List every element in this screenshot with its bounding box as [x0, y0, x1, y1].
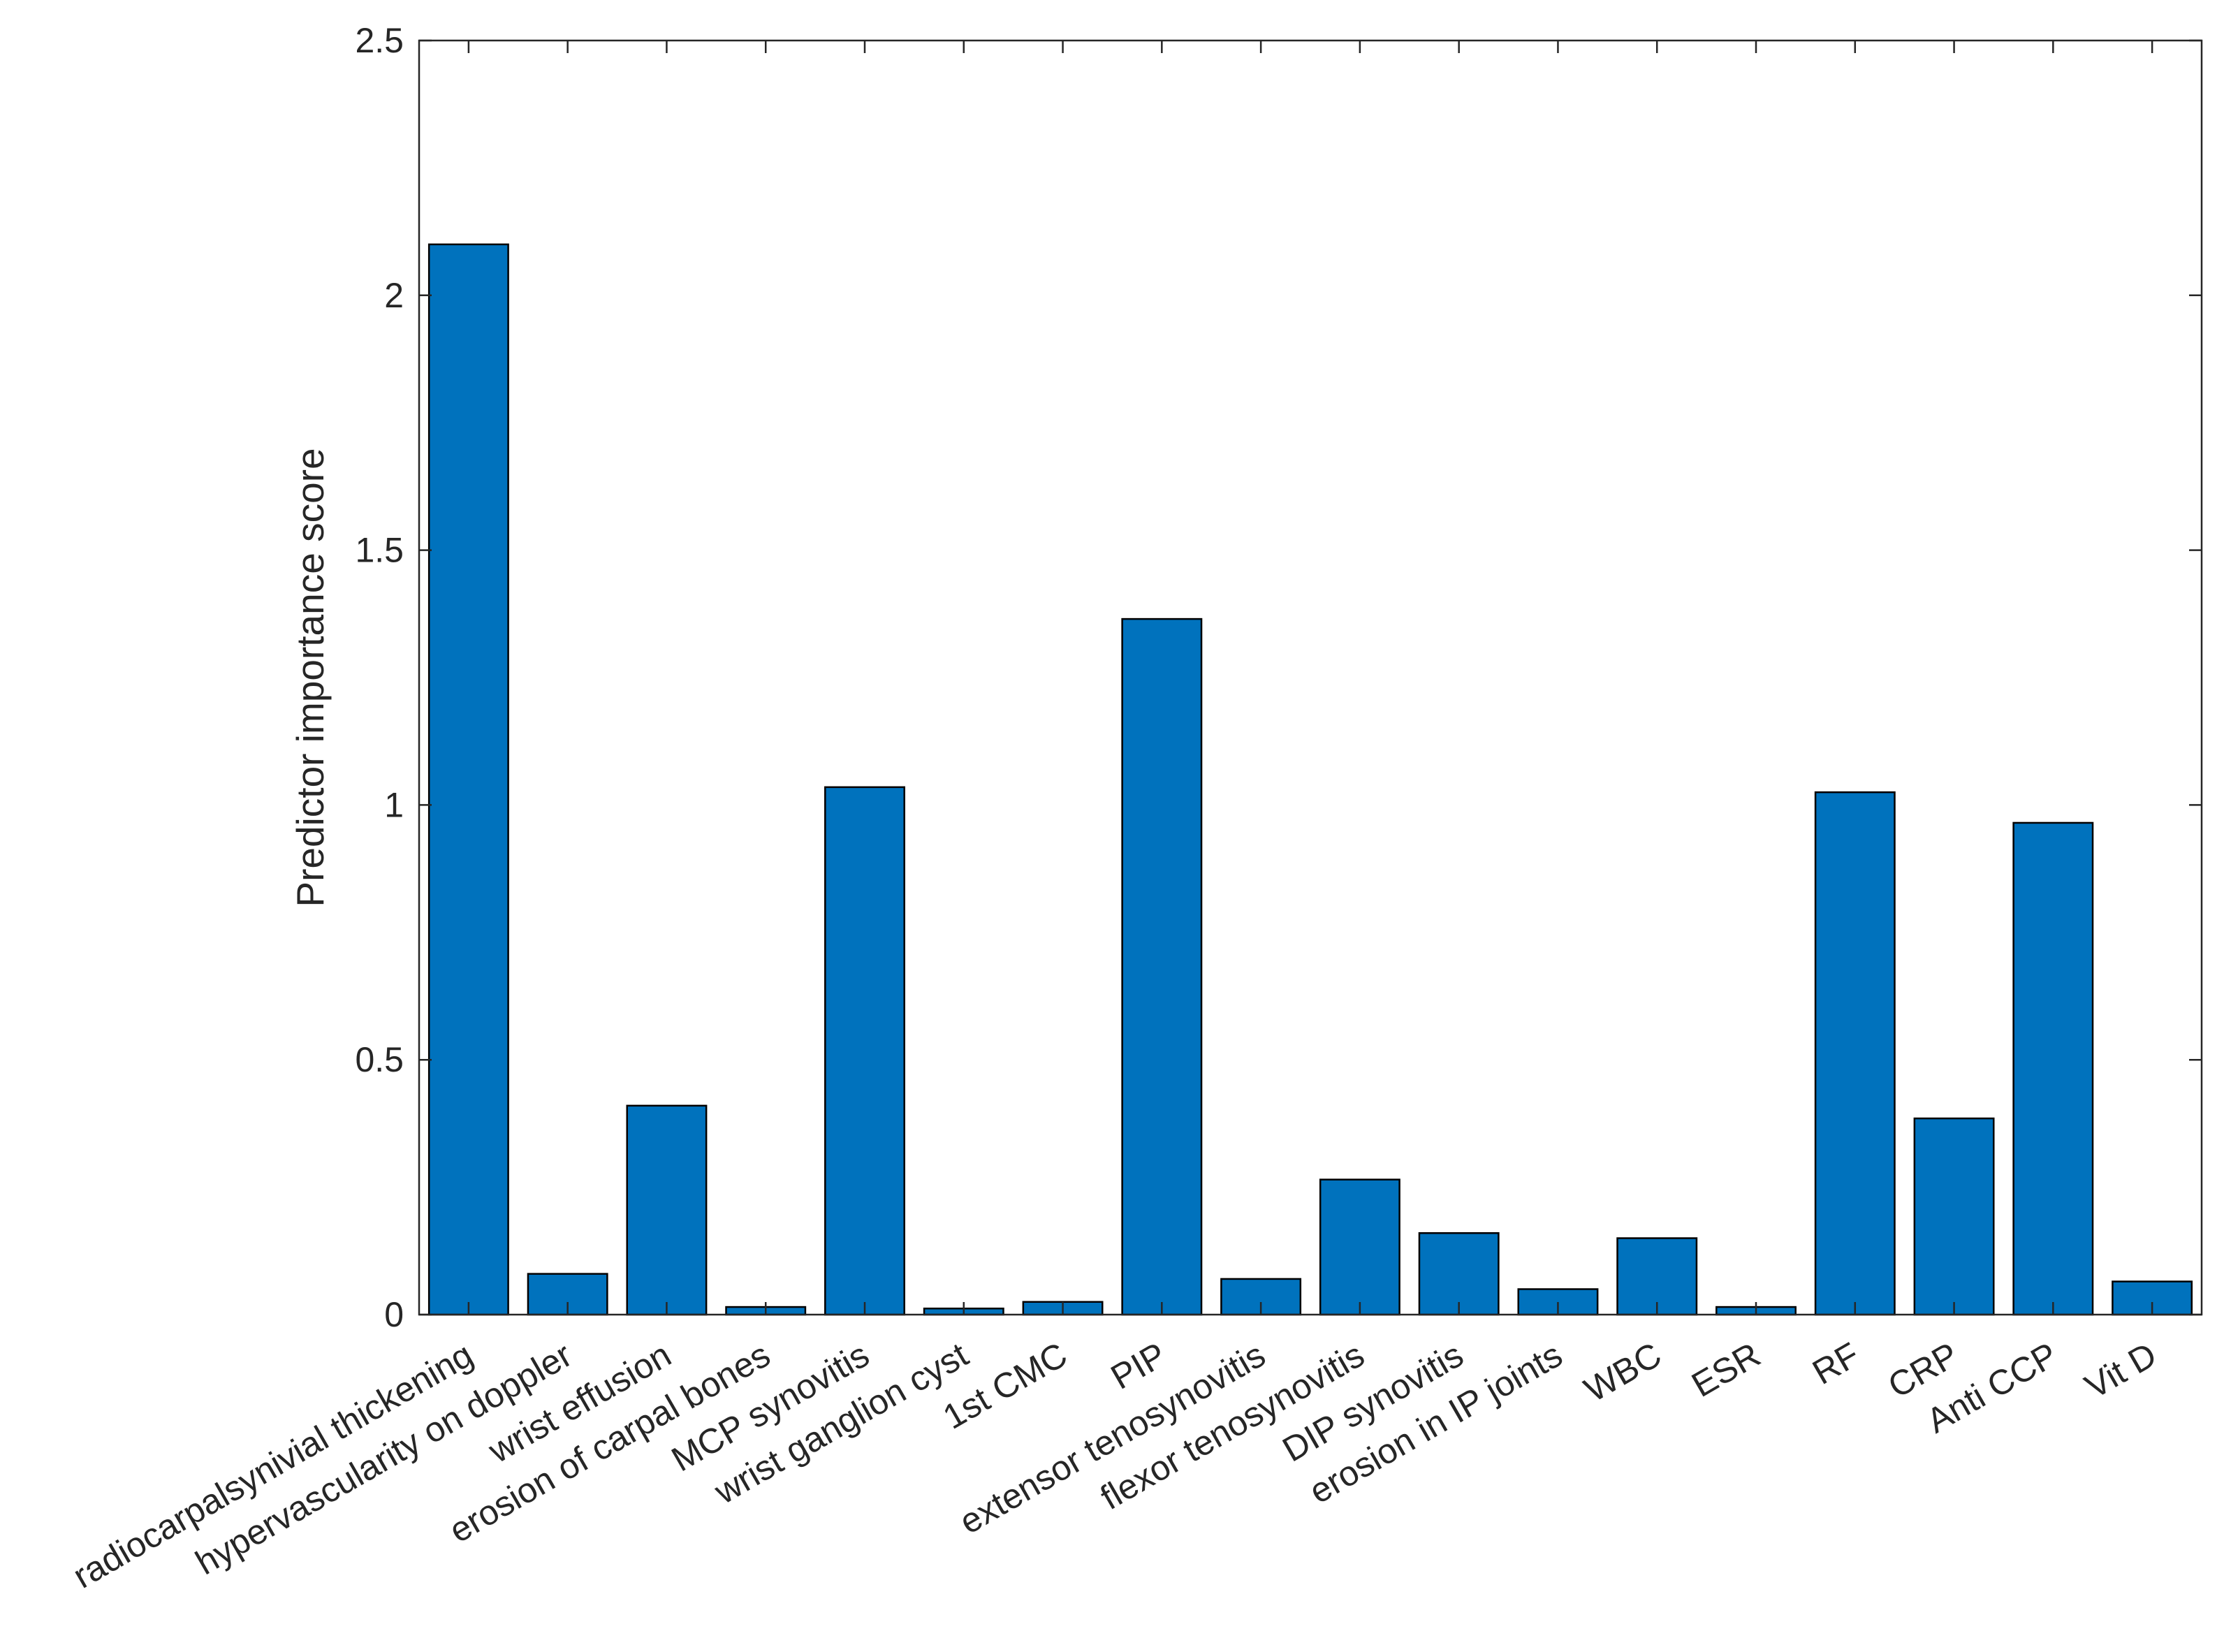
y-tick-label-3: 1 — [384, 785, 404, 824]
bar-11 — [1418, 1232, 1500, 1316]
bars-group — [427, 243, 2193, 1316]
bar-13 — [1616, 1237, 1698, 1316]
bar-1 — [427, 243, 509, 1316]
bar-3 — [626, 1104, 708, 1316]
x-tick-label-18: Vit D — [2079, 1335, 2163, 1406]
y-tick-label-2: 0.5 — [355, 1040, 404, 1079]
y-tick-label-4: 1.5 — [355, 531, 404, 570]
y-tick-label-1: 0 — [384, 1295, 404, 1334]
axes-box — [418, 39, 2203, 1316]
x-tick-label-13: WBC — [1578, 1335, 1668, 1410]
x-tick-label-14: ESR — [1685, 1335, 1766, 1405]
y-tick-labels: 0 0.5 1 1.5 2 2.5 — [355, 21, 404, 1334]
y-tick-label-6: 2.5 — [355, 21, 404, 60]
bar-17 — [2012, 821, 2094, 1316]
bar-10 — [1319, 1178, 1400, 1316]
bar-5 — [824, 786, 905, 1316]
bar-15 — [1814, 791, 1896, 1316]
x-tick-label-15: RF — [1806, 1335, 1866, 1392]
bar-8 — [1121, 617, 1203, 1316]
plot-area-background — [419, 41, 2202, 1315]
y-axis-label: Predictor importance score — [288, 448, 332, 907]
x-tick-labels: radiocarpalsynivial thickeninghypervascu… — [66, 1335, 2163, 1596]
y-tick-label-5: 2 — [384, 276, 404, 315]
bar-16 — [1913, 1117, 1995, 1316]
x-tick-label-1: radiocarpalsynivial thickening — [66, 1335, 479, 1596]
